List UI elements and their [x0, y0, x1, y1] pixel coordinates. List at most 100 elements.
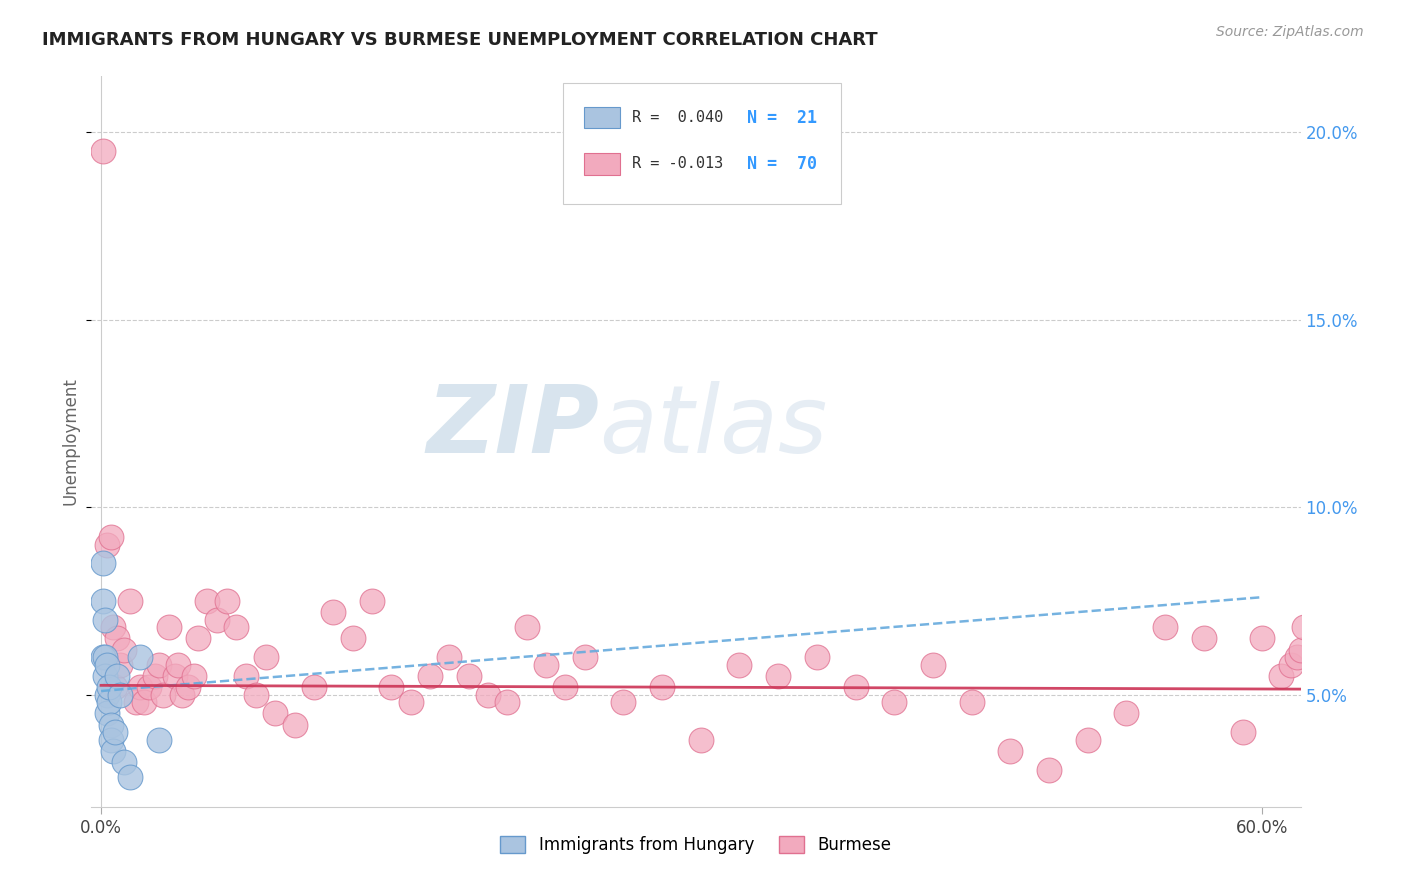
Text: Source: ZipAtlas.com: Source: ZipAtlas.com — [1216, 25, 1364, 39]
Point — [689, 732, 711, 747]
Point — [766, 669, 789, 683]
Point — [105, 669, 128, 683]
Text: N =  70: N = 70 — [747, 154, 817, 172]
Point — [574, 650, 596, 665]
Point — [94, 613, 117, 627]
Text: IMMIGRANTS FROM HUNGARY VS BURMESE UNEMPLOYMENT CORRELATION CHART: IMMIGRANTS FROM HUNGARY VS BURMESE UNEMP… — [42, 31, 877, 49]
Point — [1232, 725, 1254, 739]
Text: N =  21: N = 21 — [747, 109, 817, 127]
Point — [132, 695, 155, 709]
Point — [172, 688, 194, 702]
Point — [112, 642, 135, 657]
Point — [1077, 732, 1099, 747]
Point — [148, 732, 170, 747]
Point — [163, 669, 186, 683]
Point — [728, 657, 751, 672]
Y-axis label: Unemployment: Unemployment — [62, 377, 80, 506]
Point — [439, 650, 461, 665]
Point — [322, 605, 344, 619]
Point — [120, 594, 142, 608]
Point — [96, 706, 118, 721]
Point — [128, 650, 150, 665]
Point — [380, 680, 402, 694]
Point — [554, 680, 576, 694]
Point — [100, 530, 122, 544]
Point — [1000, 744, 1022, 758]
Point — [1294, 620, 1316, 634]
Point — [1285, 650, 1308, 665]
Point — [110, 688, 132, 702]
Point — [112, 756, 135, 770]
Text: R = -0.013: R = -0.013 — [631, 156, 723, 171]
Point — [534, 657, 557, 672]
Point — [100, 717, 122, 731]
Point — [235, 669, 257, 683]
Point — [1250, 632, 1272, 646]
Point — [101, 620, 124, 634]
Legend: Immigrants from Hungary, Burmese: Immigrants from Hungary, Burmese — [494, 830, 898, 861]
Point — [101, 744, 124, 758]
Point — [806, 650, 828, 665]
FancyBboxPatch shape — [583, 153, 620, 175]
Point — [845, 680, 868, 694]
Point — [651, 680, 673, 694]
Point — [91, 594, 114, 608]
Point — [120, 770, 142, 784]
Point — [457, 669, 479, 683]
Text: R =  0.040: R = 0.040 — [631, 110, 723, 125]
Point — [205, 613, 228, 627]
Point — [183, 669, 205, 683]
Point — [1115, 706, 1137, 721]
Point — [342, 632, 364, 646]
Point — [960, 695, 983, 709]
Point — [91, 557, 114, 571]
Point — [283, 717, 305, 731]
Point — [883, 695, 905, 709]
Point — [264, 706, 287, 721]
Point — [148, 657, 170, 672]
Point — [496, 695, 519, 709]
Point — [125, 695, 148, 709]
Point — [152, 688, 174, 702]
Point — [94, 669, 117, 683]
Point — [254, 650, 277, 665]
Point — [187, 632, 209, 646]
Point — [1038, 763, 1060, 777]
Point — [612, 695, 634, 709]
FancyBboxPatch shape — [583, 106, 620, 128]
Point — [157, 620, 180, 634]
Point — [1289, 642, 1312, 657]
Text: ZIP: ZIP — [426, 381, 599, 473]
Point — [97, 680, 120, 694]
Point — [110, 657, 132, 672]
Point — [1154, 620, 1177, 634]
Point — [94, 650, 117, 665]
Point — [104, 725, 127, 739]
Point — [215, 594, 238, 608]
Point — [1192, 632, 1215, 646]
Point — [96, 538, 118, 552]
Point — [399, 695, 422, 709]
Point — [100, 732, 122, 747]
Point — [143, 669, 166, 683]
Point — [245, 688, 267, 702]
Point — [922, 657, 945, 672]
Point — [225, 620, 247, 634]
Point — [361, 594, 384, 608]
FancyBboxPatch shape — [562, 83, 841, 204]
Point — [97, 695, 120, 709]
Text: atlas: atlas — [599, 382, 828, 473]
Point — [516, 620, 538, 634]
Point — [105, 632, 128, 646]
Point — [419, 669, 441, 683]
Point — [91, 144, 114, 158]
Point — [96, 688, 118, 702]
Point — [128, 680, 150, 694]
Point — [197, 594, 219, 608]
Point — [1270, 669, 1292, 683]
Point — [91, 650, 114, 665]
Point — [104, 680, 127, 694]
Point — [138, 680, 160, 694]
Point — [1279, 657, 1302, 672]
Point — [167, 657, 190, 672]
